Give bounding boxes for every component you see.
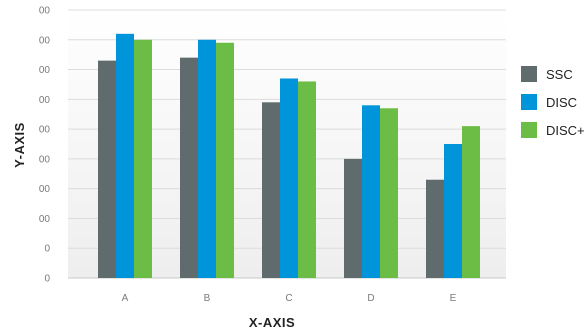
y-tick-label: 0 [44, 274, 50, 285]
bar-ssc-c [262, 102, 280, 278]
y-axis-title: Y-AXIS [12, 122, 27, 168]
bar-disc-c [280, 78, 298, 278]
bar-disc-plus-b [216, 42, 234, 278]
y-tick-label: 00 [39, 184, 51, 195]
y-tick-label: 00 [39, 35, 51, 46]
y-tick-label: 00 [39, 154, 51, 165]
x-tick-label: C [285, 293, 292, 304]
x-tick-label: E [450, 293, 457, 304]
bar-disc-plus-c [298, 81, 316, 278]
legend-label: DISC+ [546, 123, 585, 138]
legend-label: SSC [546, 67, 573, 82]
legend-swatch [521, 66, 537, 82]
y-tick-label: 00 [39, 65, 51, 76]
legend-swatch [521, 122, 537, 138]
x-tick-label: D [367, 293, 374, 304]
legend-swatch [521, 94, 537, 110]
bar-ssc-a [98, 60, 116, 278]
y-tick-label: 0 [44, 244, 50, 255]
y-tick-label: 00 [39, 95, 51, 106]
legend-label: DISC [546, 95, 577, 110]
bar-ssc-b [180, 57, 198, 279]
bar-disc-a [116, 33, 134, 279]
y-tick-label: 00 [39, 125, 51, 136]
x-axis-title: X-AXIS [249, 315, 295, 330]
bar-disc-plus-e [462, 126, 480, 278]
bar-ssc-d [344, 158, 362, 278]
x-tick-label: A [122, 293, 129, 304]
x-tick-labels: A B C D E [122, 293, 457, 304]
bar-disc-plus-a [134, 39, 152, 279]
bar-disc-b [198, 39, 216, 279]
y-tick-label: 00 [39, 214, 51, 225]
y-tick-label: 00 [39, 6, 51, 17]
x-tick-label: B [204, 293, 211, 304]
bar-disc-e [444, 144, 462, 278]
bar-ssc-e [426, 179, 444, 278]
legend: SSC DISC DISC+ [521, 66, 585, 138]
bar-disc-d [362, 105, 380, 279]
bar-disc-plus-d [380, 108, 398, 279]
bars [98, 33, 480, 279]
